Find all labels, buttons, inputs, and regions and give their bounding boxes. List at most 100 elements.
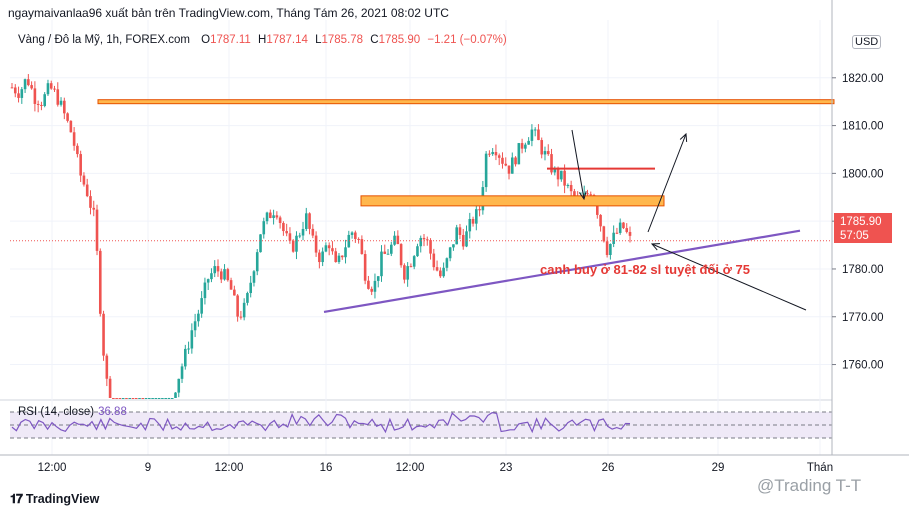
candle-body bbox=[184, 348, 187, 367]
symbol-legend: Vàng / Đô la Mỹ, 1h, FOREX.com O1787.11 … bbox=[18, 34, 507, 46]
candle-body bbox=[249, 282, 252, 294]
candle-body bbox=[383, 251, 387, 254]
candle-body bbox=[494, 152, 498, 156]
candle-body bbox=[246, 293, 249, 303]
candle-body bbox=[308, 213, 311, 229]
candle-body bbox=[272, 215, 275, 218]
currency-badge[interactable]: USD bbox=[852, 35, 882, 49]
price-axis[interactable]: 1760.001770.001780.001790.001800.001810.… bbox=[831, 0, 884, 455]
candle-body bbox=[520, 143, 524, 149]
last-price-tag: 1785.90 57:05 bbox=[834, 213, 892, 243]
candle-body bbox=[301, 228, 305, 236]
candle-body bbox=[30, 85, 33, 89]
candle-body bbox=[543, 151, 547, 155]
tradingview-logo[interactable]: 𝟏𝟕 TradingView bbox=[10, 492, 99, 507]
candle-body bbox=[40, 104, 43, 106]
candle-body bbox=[439, 270, 442, 277]
candle-body bbox=[478, 209, 481, 211]
candle-body bbox=[334, 251, 338, 263]
candle-body bbox=[622, 222, 625, 229]
y-tick-label: 1770.00 bbox=[842, 312, 884, 324]
candle-body bbox=[262, 221, 266, 235]
candle-body bbox=[177, 378, 181, 393]
candle-body bbox=[527, 140, 530, 145]
candle-body bbox=[43, 94, 46, 106]
candle-body bbox=[530, 129, 534, 141]
candle-body bbox=[121, 398, 125, 399]
candle-body bbox=[144, 398, 148, 399]
candle-body bbox=[128, 398, 132, 399]
candle-body bbox=[419, 237, 423, 247]
y-tick-label: 1760.00 bbox=[842, 360, 884, 372]
candle-body bbox=[115, 398, 118, 399]
candle-body bbox=[360, 239, 364, 255]
candles bbox=[10, 74, 632, 399]
candle-body bbox=[154, 398, 158, 399]
watermark: @Trading T-T bbox=[757, 476, 862, 495]
candle-body bbox=[282, 222, 285, 232]
candle-body bbox=[347, 234, 351, 248]
candle-body bbox=[331, 248, 334, 252]
candle-body bbox=[269, 212, 272, 218]
candle-body bbox=[350, 232, 354, 235]
ohlc-close: 1785.90 bbox=[378, 34, 421, 46]
candle-body bbox=[412, 256, 416, 267]
candle-body bbox=[386, 253, 390, 255]
candle-body bbox=[95, 209, 99, 251]
candle-body bbox=[69, 120, 73, 133]
candle-body bbox=[442, 267, 445, 277]
candle-body bbox=[586, 193, 589, 195]
candle-body bbox=[285, 231, 288, 234]
candle-body bbox=[373, 280, 377, 292]
candle-body bbox=[304, 213, 308, 229]
candle-body bbox=[216, 266, 220, 272]
ohlc-high: 1787.14 bbox=[266, 34, 308, 46]
candle-body bbox=[17, 93, 20, 98]
candle-body bbox=[131, 398, 135, 399]
candle-body bbox=[72, 132, 76, 146]
candle-body bbox=[164, 398, 167, 399]
candle-body bbox=[618, 222, 622, 233]
candle-body bbox=[242, 302, 246, 318]
candle-body bbox=[23, 79, 27, 90]
candle-body bbox=[563, 170, 566, 186]
candle-body bbox=[89, 196, 92, 208]
candle-body bbox=[455, 227, 458, 245]
candle-body bbox=[409, 266, 413, 268]
candle-body bbox=[416, 246, 419, 257]
y-tick-label: 1780.00 bbox=[842, 264, 884, 276]
arrow-down-head bbox=[578, 191, 587, 201]
candle-body bbox=[497, 155, 501, 158]
candle-body bbox=[46, 83, 50, 95]
candle-body bbox=[118, 398, 122, 399]
candle-body bbox=[13, 87, 17, 94]
publish-info: ngaymaivanlaa96 xuất bản trên TradingVie… bbox=[8, 6, 449, 20]
candle-body bbox=[609, 243, 612, 255]
candle-body bbox=[10, 87, 14, 89]
candle-body bbox=[471, 218, 475, 224]
candle-body bbox=[56, 89, 60, 105]
time-axis[interactable]: 12:00 9 12:00 16 12:00 23 26 29 Thán bbox=[0, 454, 909, 474]
candle-body bbox=[291, 240, 295, 252]
candle-body bbox=[157, 398, 161, 399]
candle-body bbox=[33, 88, 37, 104]
x-tick-label: 29 bbox=[712, 462, 725, 474]
candle-body bbox=[612, 232, 615, 244]
grid bbox=[0, 20, 832, 455]
candle-body bbox=[174, 392, 177, 398]
candle-body bbox=[504, 163, 508, 166]
candle-body bbox=[327, 245, 331, 249]
candle-body bbox=[92, 207, 96, 210]
candle-body bbox=[354, 232, 357, 239]
candle-body bbox=[363, 254, 367, 281]
candle-body bbox=[36, 103, 40, 105]
ascending-trendline bbox=[323, 229, 801, 314]
candle-body bbox=[628, 231, 632, 236]
resistance-zone-top bbox=[97, 99, 835, 105]
arrow-to-trendline-head bbox=[650, 243, 661, 251]
rsi-line bbox=[11, 411, 631, 434]
candle-body bbox=[141, 398, 145, 399]
candle-body bbox=[233, 289, 236, 296]
candle-body bbox=[380, 251, 383, 277]
